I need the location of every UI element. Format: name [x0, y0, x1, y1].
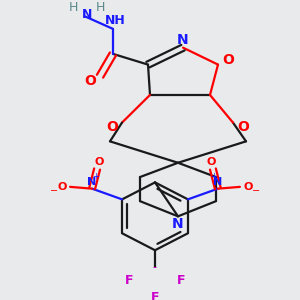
- Text: N: N: [88, 176, 97, 187]
- Text: F: F: [151, 291, 159, 300]
- Text: F: F: [125, 274, 133, 287]
- Text: O: O: [106, 120, 118, 134]
- Text: O: O: [84, 74, 96, 88]
- Text: N: N: [177, 33, 189, 46]
- Text: −: −: [252, 186, 260, 196]
- Text: H: H: [68, 1, 78, 14]
- Text: O: O: [237, 120, 249, 134]
- Text: F: F: [177, 274, 185, 287]
- Text: N: N: [82, 8, 92, 21]
- Text: O: O: [206, 157, 216, 167]
- Text: O: O: [243, 182, 253, 192]
- Text: O: O: [57, 182, 67, 192]
- Text: O: O: [222, 53, 234, 67]
- Text: H: H: [95, 1, 105, 14]
- Text: +: +: [211, 172, 217, 181]
- Text: −: −: [50, 186, 58, 196]
- Text: N: N: [172, 218, 184, 231]
- Text: N: N: [213, 176, 223, 187]
- Text: O: O: [94, 157, 104, 167]
- Text: +: +: [93, 172, 100, 181]
- Text: NH: NH: [105, 14, 125, 27]
